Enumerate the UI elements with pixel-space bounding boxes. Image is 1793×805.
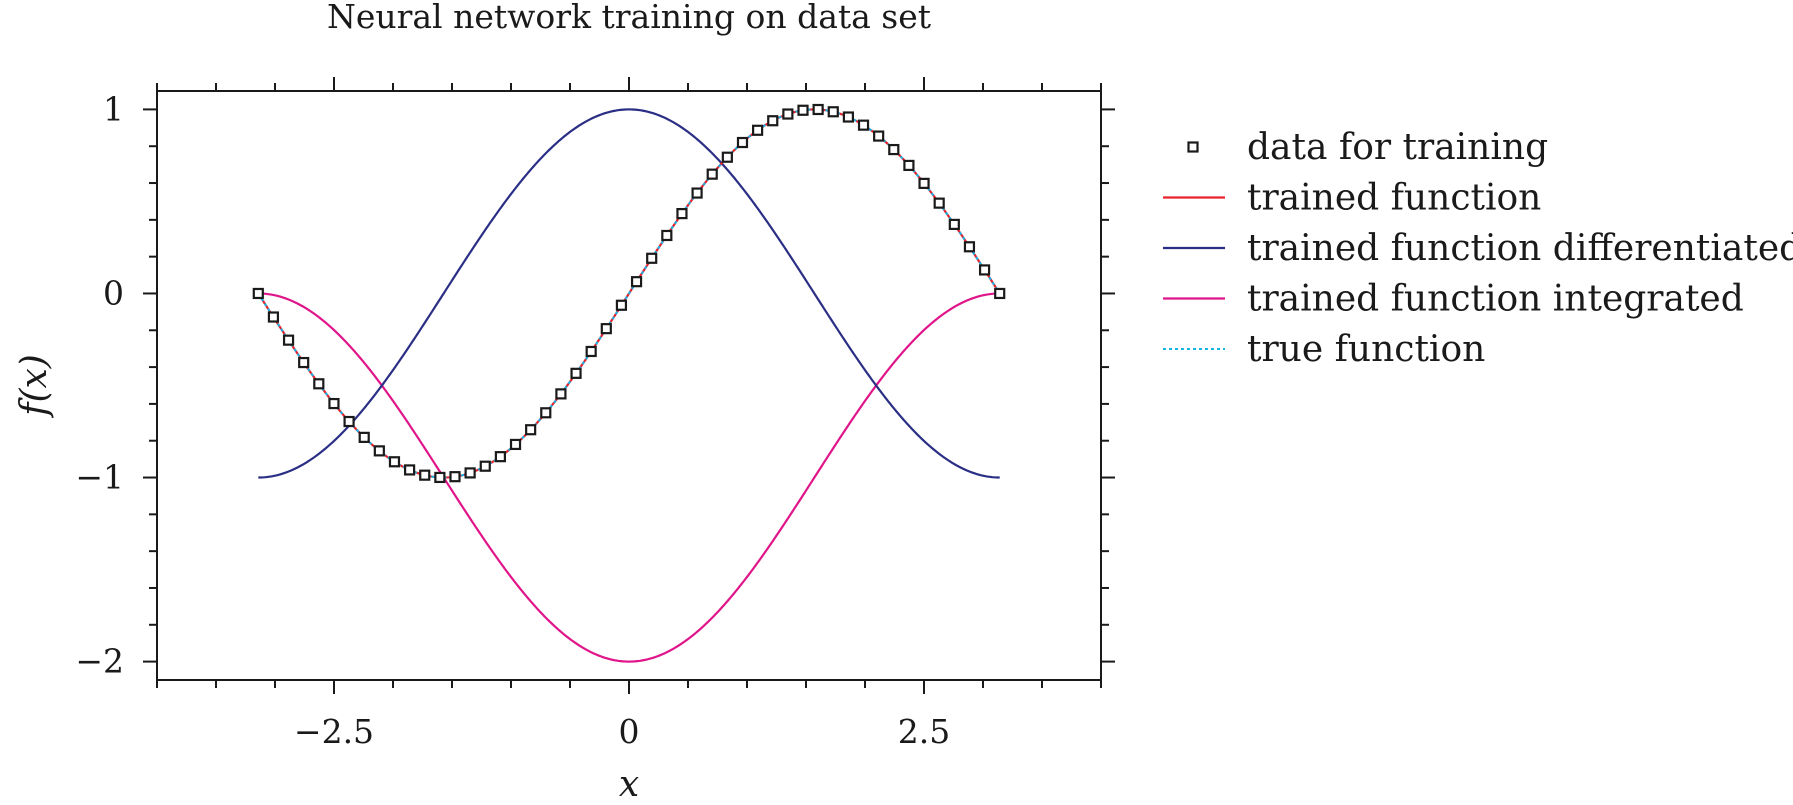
data-point [358,431,370,443]
data-point [267,311,280,323]
data-point [646,252,658,264]
y-tick-label: 0 [103,273,124,312]
plot-frame [156,90,1102,681]
data-point [888,143,900,156]
series-line-trained-function-integrated [258,292,1000,663]
data-point [706,168,718,180]
data-point [736,136,749,149]
data-point [328,397,340,410]
y-tick-label: 1 [103,89,124,128]
data-point [630,276,643,288]
data-point [404,464,416,476]
x-tick-labels: −2.5 0 2.5 [294,712,950,751]
data-point [615,299,628,311]
chart-title: Neural network training on data set [327,0,931,36]
data-point [842,111,854,123]
data-point [994,287,1006,300]
data-point [812,103,824,116]
data-point [933,197,945,209]
series-data-for-training [252,103,1006,484]
legend-label: data for training [1247,127,1548,168]
data-point [373,445,385,457]
data-point [873,130,885,142]
data-point [419,469,431,481]
x-tick-label: 2.5 [898,712,950,751]
y-tick-labels: −2 −1 0 1 [75,89,124,680]
data-point [676,208,688,220]
data-point [313,378,325,390]
data-point [721,151,733,163]
legend: data for training trained function trained… [1163,127,1793,370]
data-point [282,334,295,346]
x-axis-label: x [619,764,639,805]
data-point [963,241,976,253]
data-point [509,438,522,451]
data-point [252,287,264,300]
data-point [857,119,870,131]
axis-ticks [143,77,1115,694]
data-point [434,471,446,484]
data-point [918,177,930,189]
legend-label: trained function integrated [1247,279,1744,320]
series-line-true-function [257,108,1001,479]
legend-item-data-for-training: data for training [1187,127,1548,168]
data-point [978,264,991,276]
data-point [570,367,582,379]
data-point [691,187,703,199]
data-point [464,467,476,479]
data-point [298,356,310,369]
y-tick-label: −2 [75,642,124,681]
data-point [948,218,960,230]
data-point [585,345,597,358]
legend-item-trained-function: trained function [1163,178,1541,219]
legend-label: true function [1247,329,1485,370]
legend-item-true-function: true function [1163,329,1485,370]
y-axis-label: f(x) [14,354,55,419]
x-tick-label: −2.5 [294,712,374,751]
legend-item-trained-function-differentiated: trained function differentiated [1163,228,1793,269]
data-point [797,104,809,116]
data-point [752,124,764,136]
data-point [555,388,567,400]
series-layer [252,103,1006,663]
legend-item-trained-function-integrated: trained function integrated [1163,279,1744,320]
data-point [449,471,461,483]
data-point [343,415,355,428]
data-point [388,456,401,468]
plot-area: −2.5 0 2.5 −2 −1 0 1 [75,77,1115,751]
legend-label: trained function differentiated [1247,228,1793,269]
data-point [494,451,506,463]
data-point [661,229,673,242]
data-point [540,407,552,419]
data-point [782,108,794,120]
data-point [767,115,779,127]
data-point [600,323,612,335]
series-line-trained-function-differentiated [258,108,1000,479]
x-tick-label: 0 [619,712,640,751]
data-point [479,460,491,472]
y-tick-label: −1 [75,458,124,497]
data-point [827,106,839,118]
data-point [903,159,915,172]
data-point [525,424,537,436]
legend-label: trained function [1247,178,1541,219]
legend-swatch [1187,141,1199,153]
